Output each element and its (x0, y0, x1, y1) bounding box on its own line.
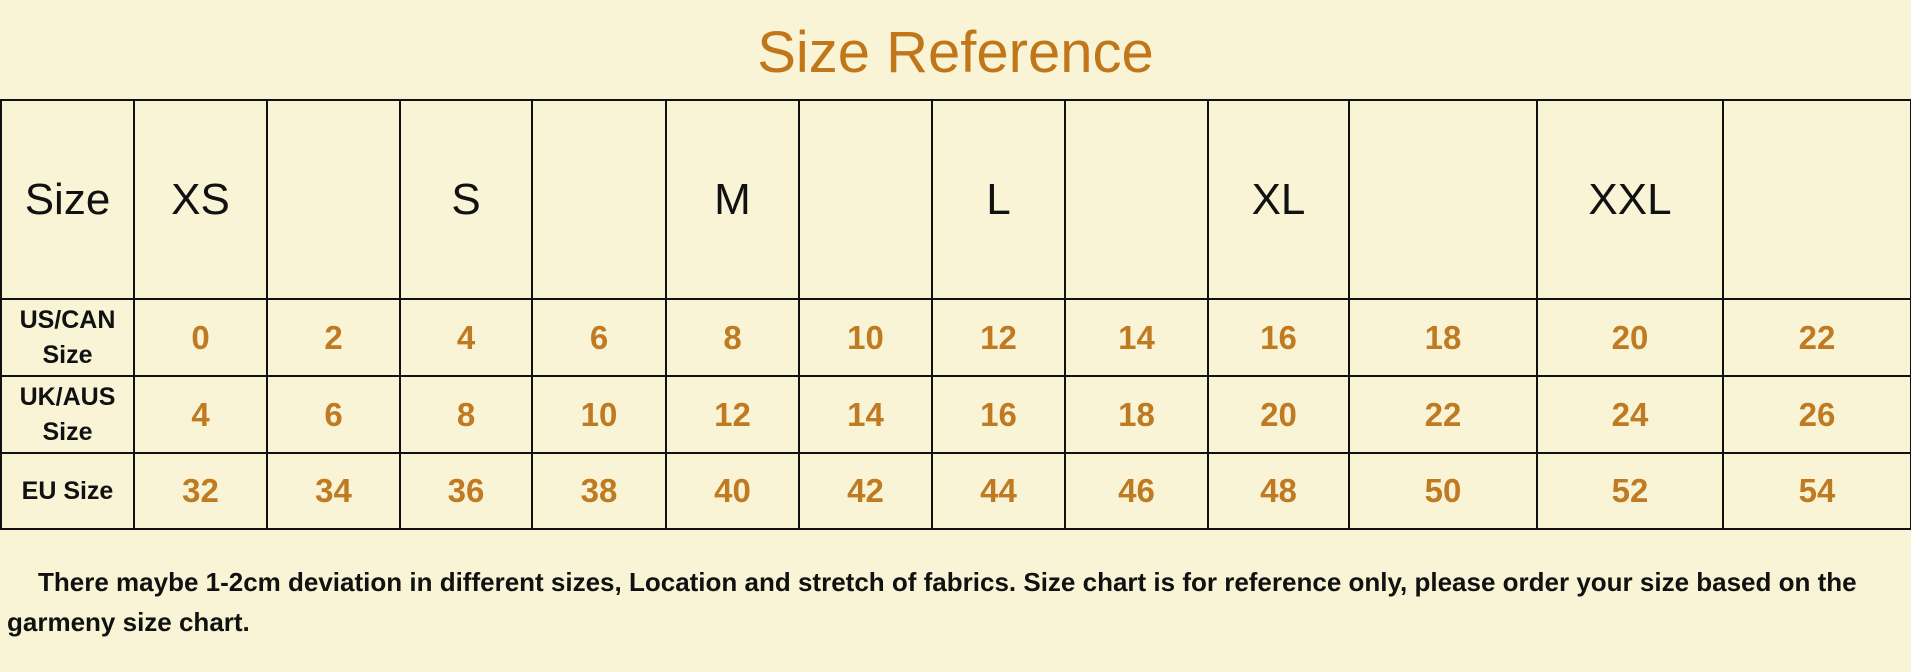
size-value-cell: 36 (399, 452, 533, 530)
size-label-cell (1348, 99, 1538, 300)
size-header-row: Size XS S M L XL XXL (0, 99, 1911, 300)
size-table: Size XS S M L XL XXL US/CAN Size 0 2 4 6 8 10 12 14 16… (0, 99, 1911, 530)
size-value-cell: 16 (1207, 298, 1350, 377)
size-value-cell: 18 (1348, 298, 1538, 377)
disclaimer-note: There maybe 1-2cm deviation in different… (7, 567, 1857, 637)
size-label-cell: XL (1207, 99, 1350, 300)
page-title: Size Reference (757, 20, 1154, 85)
size-value-cell: 14 (798, 375, 933, 454)
size-value-cell: 20 (1207, 375, 1350, 454)
table-row: EU Size 32 34 36 38 40 42 44 46 48 50 52 54 (0, 452, 1911, 530)
size-value-cell: 22 (1722, 298, 1911, 377)
size-value-cell: 6 (531, 298, 667, 377)
size-value-cell: 18 (1064, 375, 1209, 454)
row-label: Size (0, 99, 135, 300)
size-value-cell: 34 (266, 452, 401, 530)
size-value-cell: 26 (1722, 375, 1911, 454)
size-value-cell: 50 (1348, 452, 1538, 530)
size-value-cell: 4 (399, 298, 533, 377)
size-label-cell: M (665, 99, 800, 300)
size-value-cell: 10 (531, 375, 667, 454)
size-value-cell: 24 (1536, 375, 1724, 454)
size-label-cell: S (399, 99, 533, 300)
size-label-cell (1064, 99, 1209, 300)
size-value-cell: 46 (1064, 452, 1209, 530)
row-label: EU Size (0, 452, 135, 530)
size-value-cell: 38 (531, 452, 667, 530)
table-row: US/CAN Size 0 2 4 6 8 10 12 14 16 18 20 22 (0, 298, 1911, 377)
size-value-cell: 0 (133, 298, 268, 377)
size-value-cell: 10 (798, 298, 933, 377)
size-value-cell: 6 (266, 375, 401, 454)
size-label-cell: L (931, 99, 1066, 300)
size-value-cell: 52 (1536, 452, 1724, 530)
size-value-cell: 54 (1722, 452, 1911, 530)
size-value-cell: 2 (266, 298, 401, 377)
size-label-cell: XXL (1536, 99, 1724, 300)
size-value-cell: 40 (665, 452, 800, 530)
size-label-cell (531, 99, 667, 300)
size-value-cell: 12 (665, 375, 800, 454)
size-value-cell: 12 (931, 298, 1066, 377)
size-value-cell: 8 (665, 298, 800, 377)
size-value-cell: 8 (399, 375, 533, 454)
size-label-cell (798, 99, 933, 300)
table-row: UK/AUS Size 4 6 8 10 12 14 16 18 20 22 24 26 (0, 375, 1911, 454)
size-value-cell: 14 (1064, 298, 1209, 377)
size-value-cell: 44 (931, 452, 1066, 530)
size-value-cell: 20 (1536, 298, 1724, 377)
size-label-cell (1722, 99, 1911, 300)
size-value-cell: 48 (1207, 452, 1350, 530)
size-value-cell: 16 (931, 375, 1066, 454)
row-label: UK/AUS Size (0, 375, 135, 454)
size-label-cell: XS (133, 99, 268, 300)
size-value-cell: 22 (1348, 375, 1538, 454)
row-label: US/CAN Size (0, 298, 135, 377)
size-value-cell: 4 (133, 375, 268, 454)
size-label-cell (266, 99, 401, 300)
size-value-cell: 42 (798, 452, 933, 530)
size-value-cell: 32 (133, 452, 268, 530)
